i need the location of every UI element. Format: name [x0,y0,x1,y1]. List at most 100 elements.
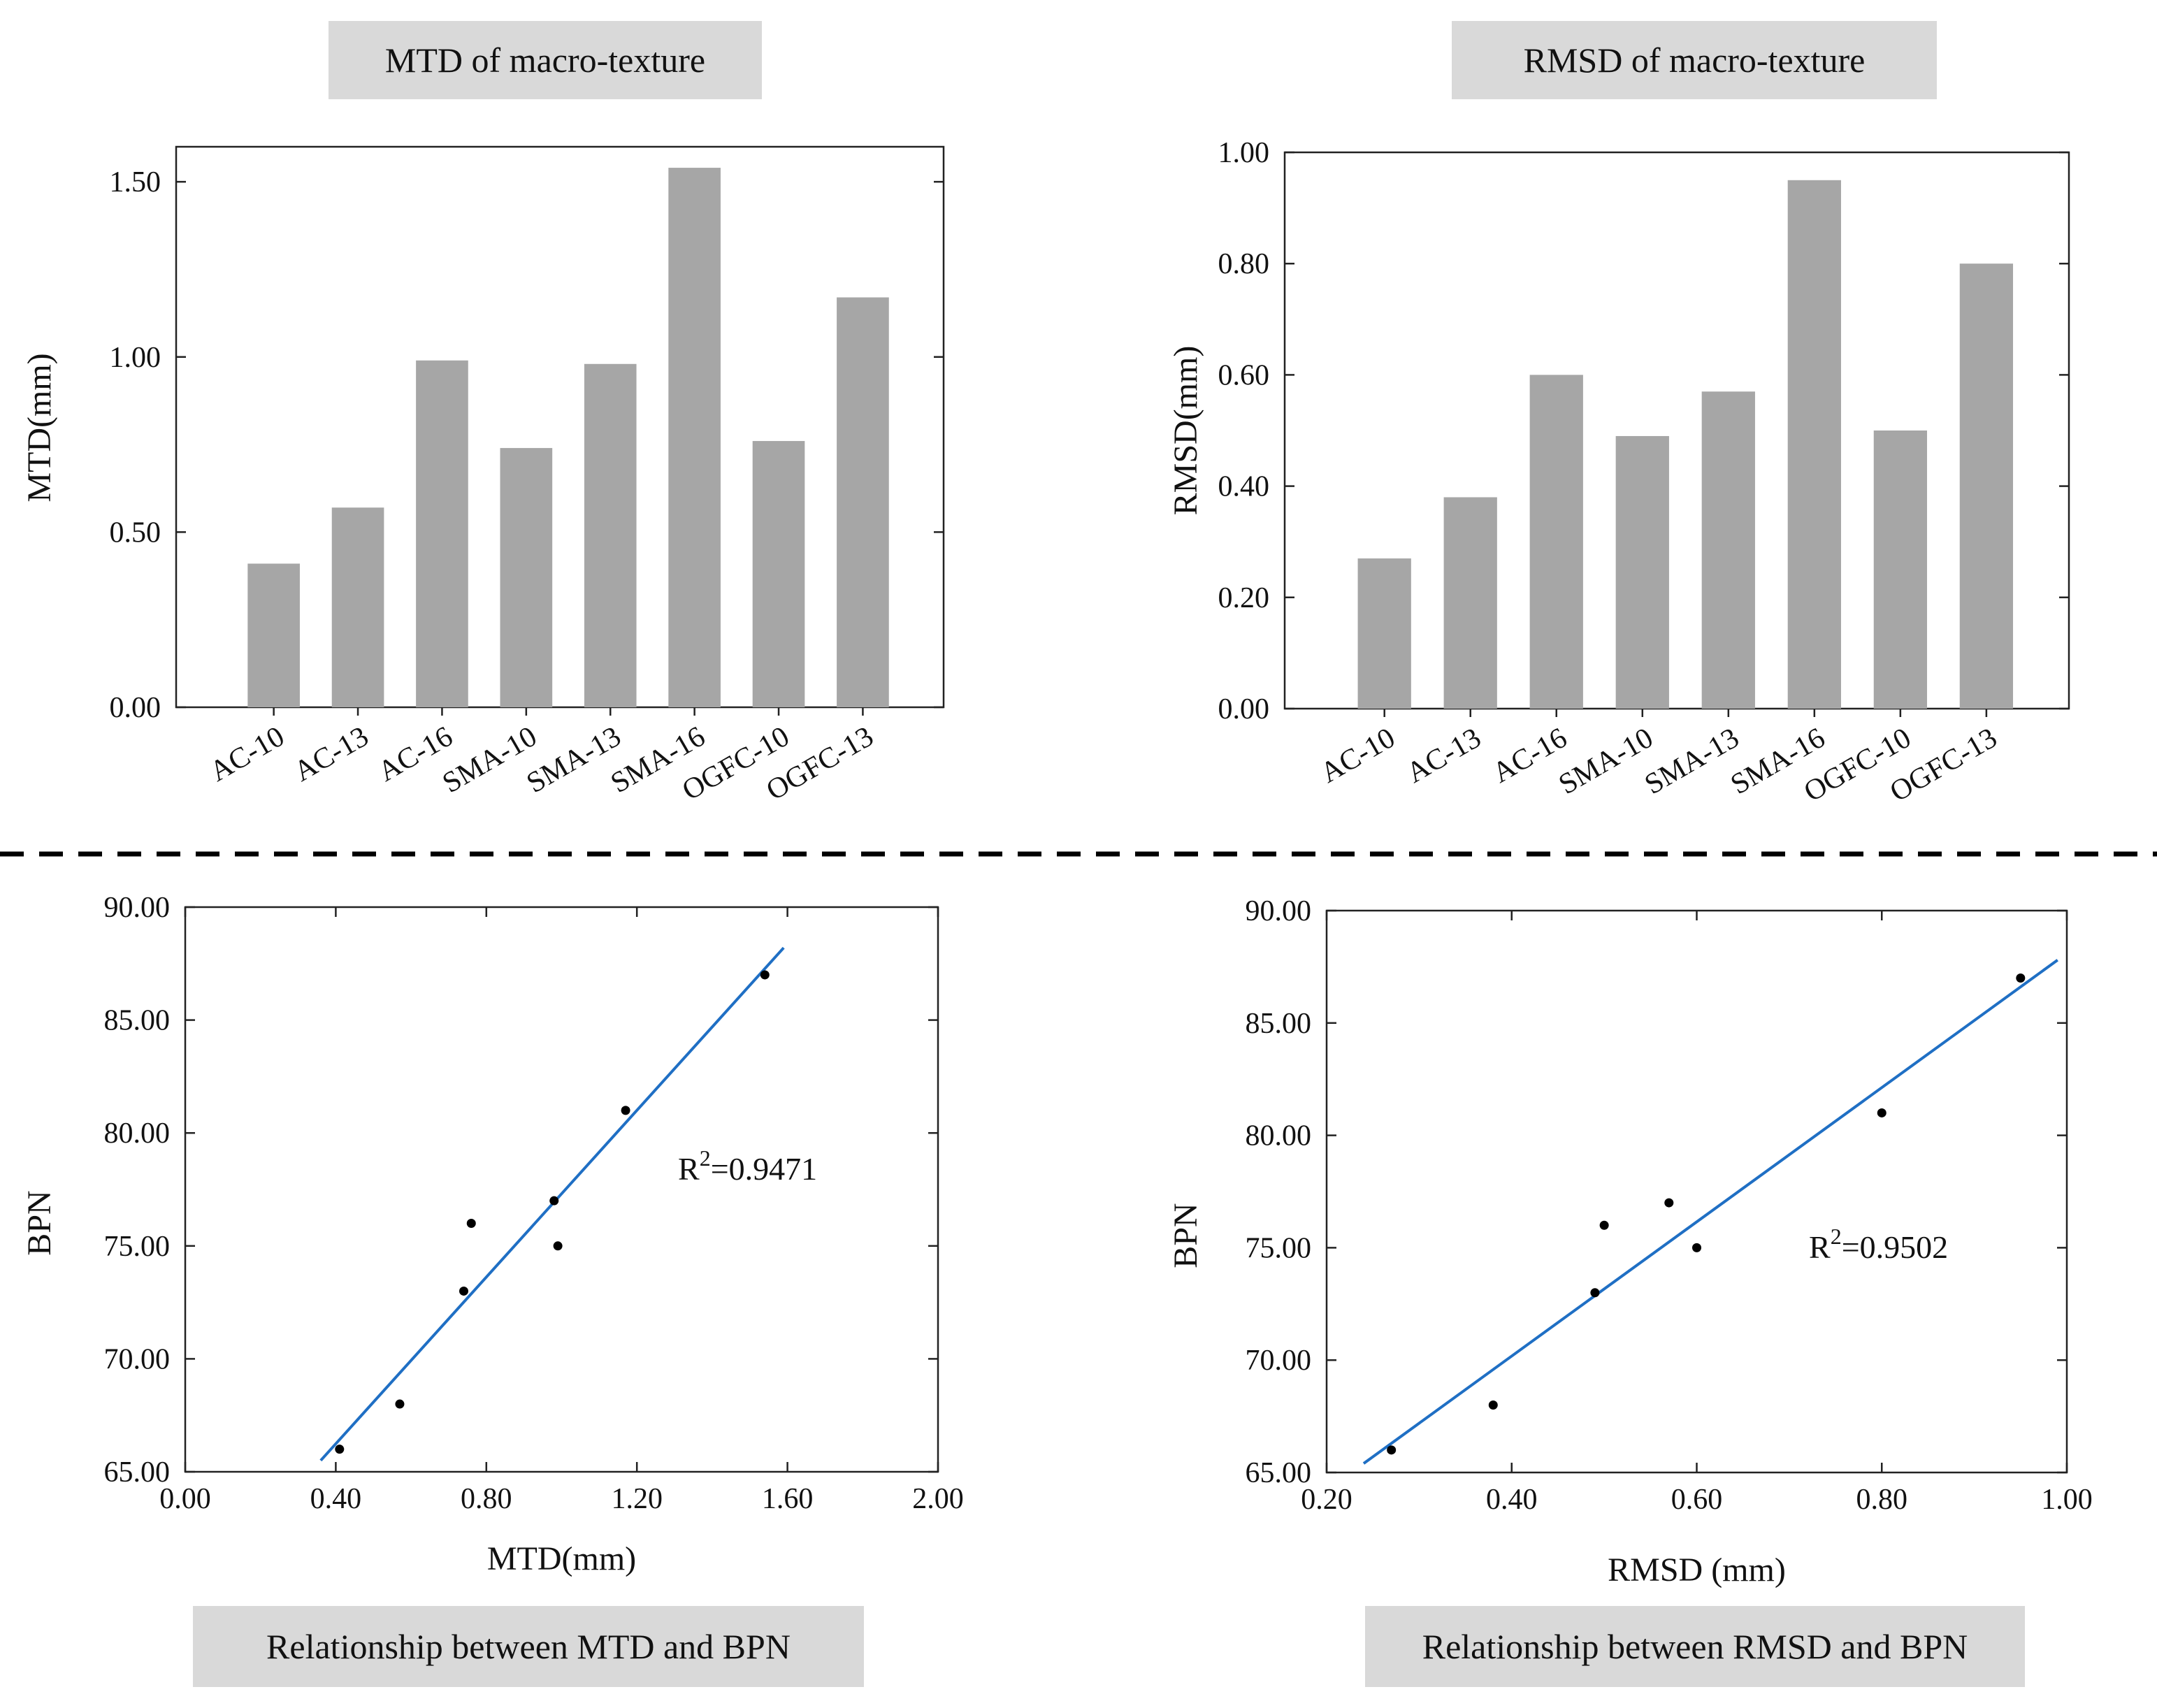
y-tick-label: 0.40 [1218,471,1270,503]
bar-ac-13 [331,507,384,707]
y-axis-title: BPN [21,1190,58,1255]
y-axis-title: MTD(mm) [21,353,58,502]
y-tick-label: 80.00 [104,1117,171,1150]
bar-sma-16 [1787,180,1841,709]
y-tick-label: 75.00 [104,1231,171,1263]
x-tick-label: 0.60 [1671,1484,1723,1516]
bar-sma-16 [668,168,721,707]
x-tick-label: SMA-13 [521,721,626,799]
y-tick-label: 1.50 [110,166,161,198]
data-point [459,1286,468,1296]
y-tick-label: 65.00 [104,1456,171,1489]
x-tick-label: 0.00 [159,1483,211,1515]
x-tick-label: 0.20 [1301,1484,1352,1516]
y-tick-label: 75.00 [1246,1232,1312,1264]
x-tick-label: AC-13 [1401,722,1487,790]
data-point [1590,1288,1600,1298]
r-squared-annotation: R2=0.9471 [678,1145,817,1187]
r-squared-base: R [678,1151,700,1187]
x-tick-label: AC-10 [1315,722,1401,790]
x-tick-label: 0.40 [1486,1484,1538,1516]
y-tick-label: 0.00 [1218,693,1270,725]
x-tick-label: 0.80 [1856,1484,1908,1516]
data-point [395,1399,405,1409]
data-point [335,1445,345,1454]
bar-sma-13 [584,363,637,707]
chart-rmsd-bpn-scatter: BPN 65.00 70.00 75.00 80.00 85.00 90.00 0.20 0.4… [1167,895,2093,1588]
y-tick-label: 80.00 [1246,1120,1312,1152]
r-squared-superscript: 2 [1831,1224,1842,1249]
bar-ac-10 [247,563,300,707]
caption-relationship-mtd-bpn: Relationship between MTD and BPN [193,1606,864,1687]
y-tick-label: 0.00 [110,692,161,724]
plot-frame [184,906,939,1473]
x-tick-label: SMA-10 [1553,722,1658,801]
bar-ogfc-10 [752,441,805,707]
data-point [1387,1445,1397,1455]
chart-rmsd-bar: RMSD(mm) 0.00 0.20 0.40 0.60 0.80 1.00 AC-10 AC-… [1167,137,2070,809]
data-point [2016,973,2026,983]
bar-ogfc-13 [1959,263,2014,709]
bar-sma-13 [1701,391,1755,709]
x-axis-title: RMSD (mm) [1608,1551,1786,1588]
data-point [1877,1108,1887,1117]
r-squared-value: =0.9502 [1842,1229,1948,1265]
plot-frame [1283,151,2070,710]
data-point [1692,1243,1701,1252]
x-tick-label: SMA-13 [1639,722,1744,801]
x-tick-label: 1.60 [762,1483,814,1515]
caption-mtd-macro-texture: MTD of macro-texture [329,21,762,99]
plot-frame [1325,909,2068,1474]
bar-ac-16 [416,360,468,707]
x-tick-label: AC-10 [205,721,290,788]
x-tick-label: 1.00 [2041,1484,2093,1516]
y-tick-label: 1.00 [110,342,161,374]
bar-ac-16 [1529,375,1583,709]
y-tick-label: 85.00 [104,1005,171,1037]
chart-mtd-bpn-scatter: BPN 65.00 70.00 75.00 80.00 85.00 90.00 0.00 0.4… [21,892,964,1577]
plot-frame [175,145,945,709]
y-tick-label: 0.60 [1218,359,1270,391]
y-tick-label: 0.50 [110,516,161,549]
data-point [466,1218,476,1228]
r-squared-value: =0.9471 [711,1151,817,1187]
y-tick-label: 0.20 [1218,582,1270,614]
data-point [549,1196,559,1206]
y-tick-label: 90.00 [1246,895,1312,927]
fit-line [1362,959,2058,1465]
y-tick-label: 70.00 [1246,1345,1312,1377]
x-tick-label: 0.80 [461,1483,512,1515]
y-tick-label: 65.00 [1246,1457,1312,1489]
y-tick-label: 70.00 [104,1343,171,1375]
data-point [1599,1220,1609,1230]
x-tick-label: SMA-10 [438,721,542,799]
y-tick-label: 90.00 [104,892,171,924]
data-point [553,1241,563,1251]
caption-rmsd-macro-texture: RMSD of macro-texture [1452,21,1937,99]
data-point [1488,1401,1498,1410]
data-point [621,1106,630,1115]
y-tick-label: 1.00 [1218,137,1270,169]
x-tick-label: 1.20 [611,1483,663,1515]
y-tick-label: 0.80 [1218,248,1270,280]
bar-sma-10 [1615,435,1669,709]
bar-ac-13 [1443,497,1497,709]
data-point [1664,1198,1674,1208]
bar-ac-10 [1357,558,1411,709]
chart-mtd-bar: MTD(mm)0.000.501.001.50AC-10AC-13AC-16SM… [21,145,945,807]
x-tick-label: 0.40 [310,1483,362,1515]
r-squared-annotation: R2=0.9502 [1809,1224,1948,1265]
x-axis-title: MTD(mm) [487,1540,636,1577]
y-tick-label: 85.00 [1246,1008,1312,1040]
bar-ogfc-10 [1873,430,1928,709]
r-squared-base: R [1809,1229,1831,1265]
y-axis-title: RMSD(mm) [1167,346,1204,516]
bar-sma-10 [500,448,553,707]
bar-ogfc-13 [837,297,889,708]
x-tick-label: AC-13 [289,721,374,788]
caption-relationship-rmsd-bpn: Relationship between RMSD and BPN [1365,1606,2025,1687]
data-point [760,970,770,980]
r-squared-superscript: 2 [700,1145,711,1171]
x-tick-label: 2.00 [912,1483,964,1515]
